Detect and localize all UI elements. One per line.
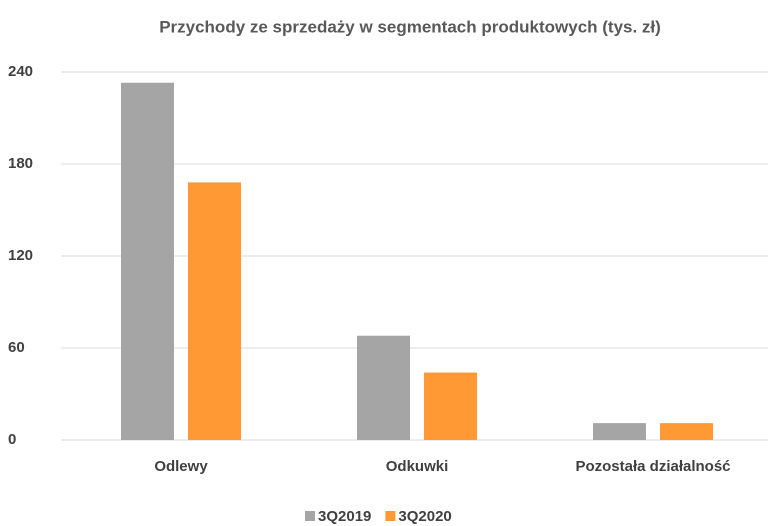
bar [593,423,646,440]
legend-swatch [385,511,396,521]
x-tick-label: Odkuwki [386,458,449,475]
x-tick-label: Pozostała działalność [575,458,730,475]
y-tick-label: 60 [8,339,25,356]
x-tick-label: Odlewy [154,458,208,475]
bar [357,335,410,440]
chart-title: Przychody ze sprzedaży w segmentach prod… [159,17,661,36]
bar [188,182,241,440]
y-tick-label: 180 [8,155,33,172]
bar [660,423,713,440]
bar [424,372,477,440]
legend-label: 3Q2020 [398,508,451,525]
legend-swatch [305,511,315,521]
y-tick-label: 120 [8,247,33,264]
legend-label: 3Q2019 [318,508,371,525]
y-tick-label: 240 [8,63,33,80]
bar [121,82,174,440]
y-tick-label: 0 [8,431,16,448]
